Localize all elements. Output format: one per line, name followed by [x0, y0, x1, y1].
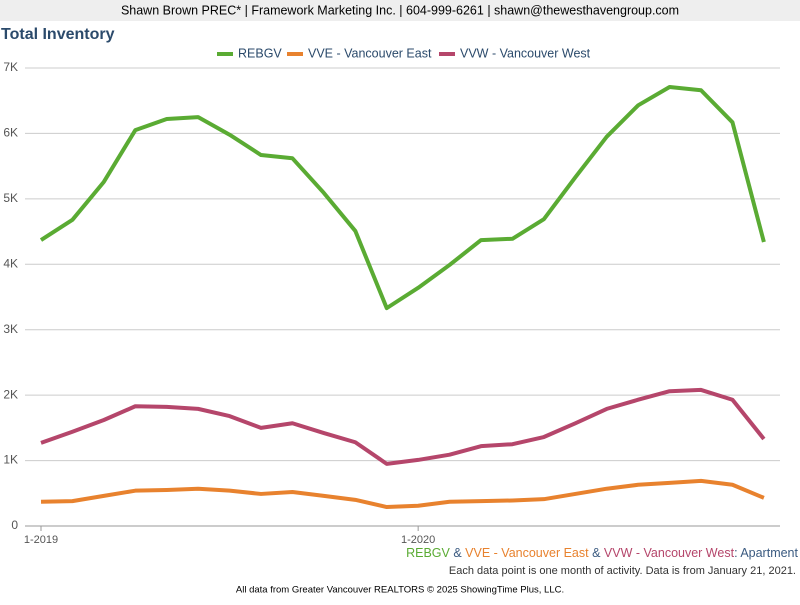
- y-tick-label: 0: [11, 518, 18, 532]
- plot: 0 1K 2K 3K 4K 5K 6K 7K 1-2019 1-2020: [3, 60, 780, 546]
- y-tick-label: 2K: [3, 387, 18, 401]
- series-line: [40, 387, 766, 466]
- y-tick-label: 7K: [3, 60, 18, 74]
- legend-label: VVW - Vancouver West: [460, 46, 591, 60]
- header-bar: [0, 0, 800, 21]
- series-line: [39, 84, 766, 311]
- series-note-part: VVW - Vancouver West: [604, 546, 735, 560]
- chart-title: Total Inventory: [1, 26, 115, 43]
- series-note-part: &: [592, 546, 601, 560]
- x-tick-label: 1-2019: [24, 534, 58, 546]
- y-tick-label: 5K: [3, 191, 18, 205]
- series-line: [40, 478, 765, 510]
- y-tick-label: 3K: [3, 322, 18, 336]
- y-tick-label: 1K: [3, 453, 18, 467]
- legend-label: VVE - Vancouver East: [308, 46, 432, 60]
- y-tick-label: 6K: [3, 126, 18, 140]
- y-tick-label: 4K: [3, 256, 18, 270]
- x-tick-label: 1-2020: [401, 534, 435, 546]
- series-note-part: : Apartment: [734, 546, 798, 560]
- series-note: REBGV & VVE - Vancouver East & VVW - Van…: [406, 546, 798, 560]
- note: Each data point is one month of activity…: [449, 565, 796, 577]
- series-note-part: &: [453, 546, 462, 560]
- source: All data from Greater Vancouver REALTORS…: [236, 585, 564, 596]
- legend-label: REBGV: [238, 46, 282, 60]
- series-note-part: VVE - Vancouver East: [465, 546, 589, 560]
- series-note-part: REBGV: [406, 546, 450, 560]
- header: Shawn Brown PREC* | Framework Marketing …: [121, 3, 679, 17]
- legend: REBGV VVE - Vancouver East VVW - Vancouver…: [217, 46, 591, 60]
